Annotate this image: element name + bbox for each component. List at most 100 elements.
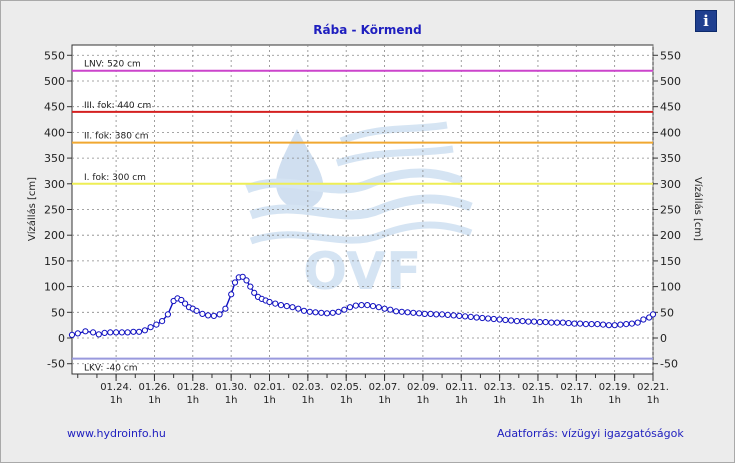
data-point <box>582 321 590 328</box>
y-tick-label: 350 <box>660 152 681 165</box>
x-tick-label: 02.05. <box>330 382 362 393</box>
data-point <box>199 310 206 317</box>
data-point <box>159 318 166 325</box>
x-tick-sublabel: 1h <box>110 395 123 406</box>
data-point <box>439 311 446 318</box>
grid-lines <box>72 45 654 374</box>
data-point <box>623 321 630 328</box>
data-point <box>300 307 308 314</box>
data-source-note: Adatforrás: vízügyi igazgatóságok <box>497 427 684 440</box>
data-point <box>107 329 114 336</box>
data-point <box>410 309 417 316</box>
data-point <box>216 311 223 318</box>
x-tick-sublabel: 1h <box>340 395 353 406</box>
x-tick-sublabel: 1h <box>570 395 583 406</box>
data-point <box>496 316 503 323</box>
data-point <box>101 329 108 336</box>
data-point <box>404 309 411 316</box>
data-point <box>531 318 538 325</box>
y-tick-label: 500 <box>660 75 681 88</box>
x-tick-label: 02.19. <box>599 382 631 393</box>
data-point <box>588 321 595 328</box>
data-point <box>306 308 313 315</box>
data-point <box>147 324 154 331</box>
x-tick-label: 02.15. <box>522 382 554 393</box>
y-tick-label: 500 <box>44 75 65 88</box>
x-tick-sublabel: 1h <box>417 395 430 406</box>
data-point <box>542 319 549 326</box>
data-point <box>513 318 521 325</box>
y-tick-label: 400 <box>660 126 681 139</box>
x-tick-label: 02.09. <box>407 382 439 393</box>
x-tick-sublabel: 1h <box>378 395 391 406</box>
data-point <box>95 331 102 338</box>
y-axis-left: -50 0 50 100 150 200 250 300 350 400 450 500 550 <box>44 49 72 371</box>
info-icon[interactable]: i <box>695 10 717 32</box>
data-point <box>649 311 657 318</box>
data-point <box>628 320 636 327</box>
threshold-label: I. fok: 300 cm <box>84 173 146 183</box>
data-point <box>467 313 474 320</box>
y-tick-label: 0 <box>660 332 667 345</box>
y-tick-label: 450 <box>660 101 681 114</box>
website-link[interactable]: www.hydroinfo.hu <box>67 427 166 440</box>
data-point <box>164 311 171 318</box>
data-point <box>381 305 388 312</box>
data-point <box>508 317 515 324</box>
y-tick-label: 300 <box>660 178 681 191</box>
data-point <box>398 308 405 315</box>
data-point <box>433 311 440 318</box>
data-point <box>231 279 239 286</box>
data-point <box>210 312 217 319</box>
data-point <box>594 321 601 328</box>
x-tick-label: 02.03. <box>292 382 324 393</box>
x-tick-label: 01.28. <box>177 382 209 393</box>
threshold-lines: LNV: 520 cm III. fok: 440 cm II. fok: 380 … <box>72 60 653 374</box>
data-point <box>68 331 76 338</box>
data-point <box>312 309 319 316</box>
y-tick-label: 450 <box>44 101 65 114</box>
data-point <box>577 320 584 327</box>
data-point <box>375 304 382 311</box>
x-tick-sublabel: 1h <box>301 395 314 406</box>
data-point <box>239 273 246 280</box>
data-point <box>600 321 607 328</box>
y-tick-label: 200 <box>660 229 681 242</box>
y-tick-label: 50 <box>660 306 674 319</box>
data-point <box>450 312 457 319</box>
data-point <box>346 304 354 311</box>
data-point <box>295 305 302 312</box>
x-tick-sublabel: 1h <box>647 395 660 406</box>
data-point <box>329 309 336 316</box>
data-point <box>369 303 377 310</box>
data-point <box>74 330 81 337</box>
data-point <box>462 313 469 320</box>
threshold-label: LNV: 520 cm <box>84 60 141 70</box>
y-tick-label: -50 <box>660 358 678 371</box>
series-water-level <box>68 273 657 338</box>
data-point <box>130 328 137 335</box>
data-point <box>416 310 423 317</box>
ovf-watermark-logo: OVF <box>245 121 473 302</box>
data-point <box>277 302 285 309</box>
data-point <box>490 315 497 323</box>
data-point <box>90 329 97 336</box>
data-point <box>136 328 143 335</box>
data-point <box>421 310 428 317</box>
data-point <box>113 329 120 336</box>
data-point <box>554 319 561 326</box>
data-point <box>565 320 572 327</box>
data-point <box>335 308 342 315</box>
data-point <box>283 303 290 310</box>
data-point <box>82 328 89 335</box>
svg-text:OVF: OVF <box>303 242 422 302</box>
data-point <box>502 316 509 324</box>
y-tick-label: 50 <box>51 306 65 319</box>
data-point <box>178 296 185 304</box>
x-tick-label: 02.13. <box>484 382 516 393</box>
data-point <box>444 311 451 318</box>
x-tick-sublabel: 1h <box>148 395 161 406</box>
data-point <box>141 327 148 334</box>
data-point <box>605 322 613 329</box>
